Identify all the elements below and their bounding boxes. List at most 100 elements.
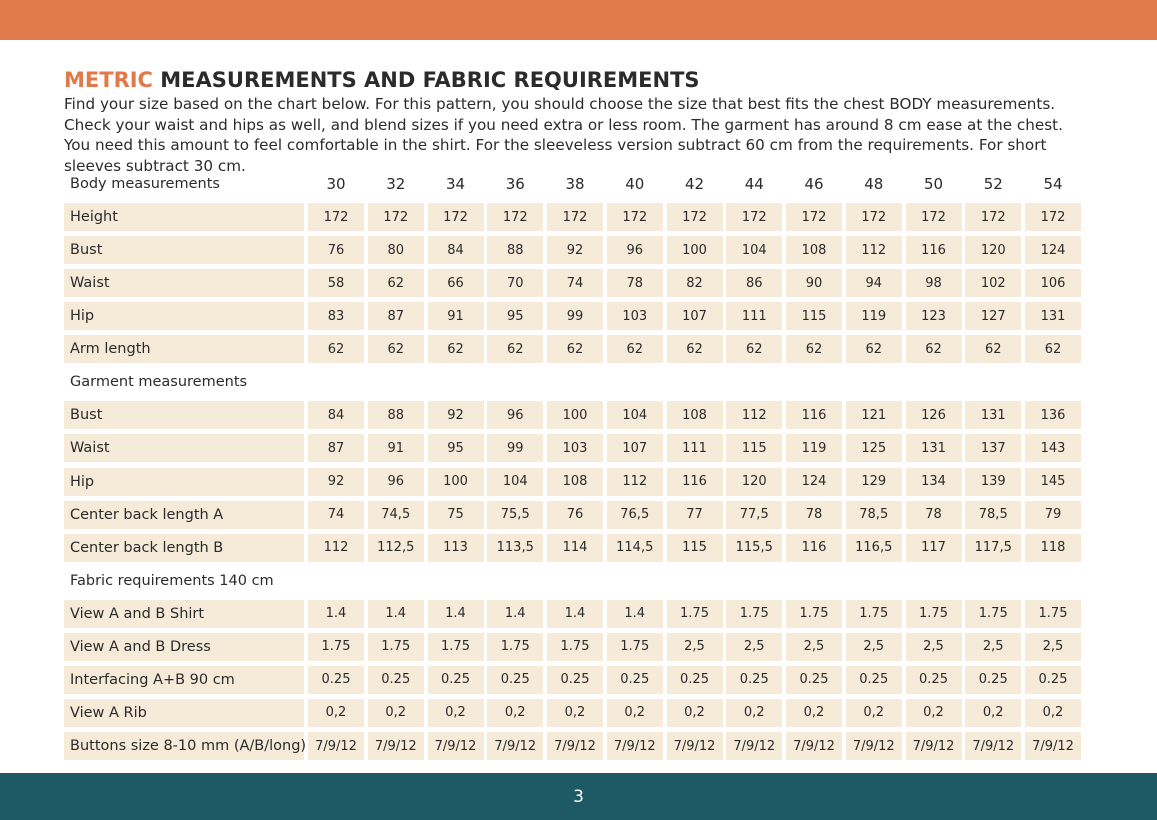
value-cell: 172: [666, 203, 723, 232]
value-cell: 1.75: [786, 599, 842, 628]
value-cell: 2,5: [905, 632, 962, 661]
size-header: 54: [1043, 175, 1063, 193]
row-label: Hip: [64, 302, 304, 331]
value-cell: 108: [786, 236, 842, 265]
value-cell: 2,5: [965, 632, 1022, 661]
value-cell: 113,5: [487, 533, 544, 562]
value-cell: 7/9/12: [606, 732, 663, 761]
value-cell: 1.75: [308, 632, 364, 661]
value-cell: 58: [308, 269, 364, 298]
value-cell: 143: [1025, 434, 1081, 463]
value-cell: 2,5: [786, 632, 842, 661]
section-title: Garment measurements: [70, 374, 248, 391]
title-rest: MEASUREMENTS AND FABRIC REQUIREMENTS: [160, 68, 700, 92]
value-cell: 0.25: [905, 665, 962, 694]
value-cell: 106: [1025, 269, 1081, 298]
value-cell: 74: [308, 500, 364, 529]
value-cell: 126: [905, 401, 962, 430]
value-cell: 104: [726, 236, 783, 265]
value-cell: 88: [367, 401, 424, 430]
size-header: 38: [565, 175, 585, 193]
value-cell: 0,2: [905, 698, 962, 727]
value-cell: 0,2: [427, 698, 484, 727]
value-cell: 1.75: [606, 632, 663, 661]
value-cell: 78: [786, 500, 842, 529]
value-cell: 92: [547, 236, 603, 265]
row-label: Hip: [64, 467, 304, 496]
row-label: Height: [64, 203, 304, 232]
value-cell: 7/9/12: [427, 732, 484, 761]
value-cell: 124: [786, 467, 842, 496]
value-cell: 111: [666, 434, 723, 463]
value-cell: 112: [726, 401, 783, 430]
value-cell: 117: [905, 533, 962, 562]
row-label: Bust: [64, 401, 304, 430]
value-cell: 115: [666, 533, 723, 562]
value-cell: 0,2: [606, 698, 663, 727]
value-cell: 0,2: [367, 698, 424, 727]
value-cell: 116: [786, 533, 842, 562]
value-cell: 172: [308, 203, 364, 232]
value-cell: 62: [547, 335, 603, 364]
value-cell: 113: [427, 533, 484, 562]
value-cell: 87: [308, 434, 364, 463]
value-cell: 0.25: [308, 665, 364, 694]
value-cell: 172: [427, 203, 484, 232]
value-cell: 0,2: [786, 698, 842, 727]
value-cell: 1.75: [905, 599, 962, 628]
value-cell: 62: [786, 335, 842, 364]
value-cell: 172: [367, 203, 424, 232]
row-label: Center back length B: [64, 533, 304, 562]
size-header: 36: [505, 175, 525, 193]
value-cell: 139: [965, 467, 1022, 496]
value-cell: 77: [666, 500, 723, 529]
value-cell: 0.25: [547, 665, 603, 694]
row-label: Arm length: [64, 335, 304, 364]
value-cell: 75,5: [487, 500, 544, 529]
value-cell: 79: [1025, 500, 1081, 529]
value-cell: 77,5: [726, 500, 783, 529]
value-cell: 92: [308, 467, 364, 496]
page-number: 3: [573, 786, 584, 807]
value-cell: 0.25: [487, 665, 544, 694]
value-cell: 172: [786, 203, 842, 232]
value-cell: 0.25: [367, 665, 424, 694]
value-cell: 78: [606, 269, 663, 298]
value-cell: 103: [606, 302, 663, 331]
value-cell: 112: [845, 236, 902, 265]
value-cell: 7/9/12: [367, 732, 424, 761]
value-cell: 95: [487, 302, 544, 331]
value-cell: 70: [487, 269, 544, 298]
value-cell: 114,5: [606, 533, 663, 562]
value-cell: 104: [606, 401, 663, 430]
value-cell: 172: [487, 203, 544, 232]
value-cell: 84: [308, 401, 364, 430]
value-cell: 76,5: [606, 500, 663, 529]
value-cell: 7/9/12: [1025, 732, 1081, 761]
value-cell: 86: [726, 269, 783, 298]
value-cell: 92: [427, 401, 484, 430]
value-cell: 7/9/12: [786, 732, 842, 761]
value-cell: 172: [726, 203, 783, 232]
value-cell: 136: [1025, 401, 1081, 430]
value-cell: 108: [666, 401, 723, 430]
value-cell: 78: [905, 500, 962, 529]
value-cell: 1.4: [606, 599, 663, 628]
value-cell: 1.75: [487, 632, 544, 661]
value-cell: 115: [786, 302, 842, 331]
value-cell: 62: [905, 335, 962, 364]
value-cell: 62: [367, 335, 424, 364]
value-cell: 75: [427, 500, 484, 529]
value-cell: 0,2: [845, 698, 902, 727]
value-cell: 103: [547, 434, 603, 463]
value-cell: 66: [427, 269, 484, 298]
intro: Find your size based on the chart below.…: [64, 95, 1063, 175]
value-cell: 145: [1025, 467, 1081, 496]
size-header: 52: [983, 175, 1003, 193]
footer: 3: [0, 773, 1157, 820]
value-cell: 1.75: [1025, 599, 1081, 628]
value-cell: 116: [905, 236, 962, 265]
value-cell: 62: [308, 335, 364, 364]
value-cell: 80: [367, 236, 424, 265]
